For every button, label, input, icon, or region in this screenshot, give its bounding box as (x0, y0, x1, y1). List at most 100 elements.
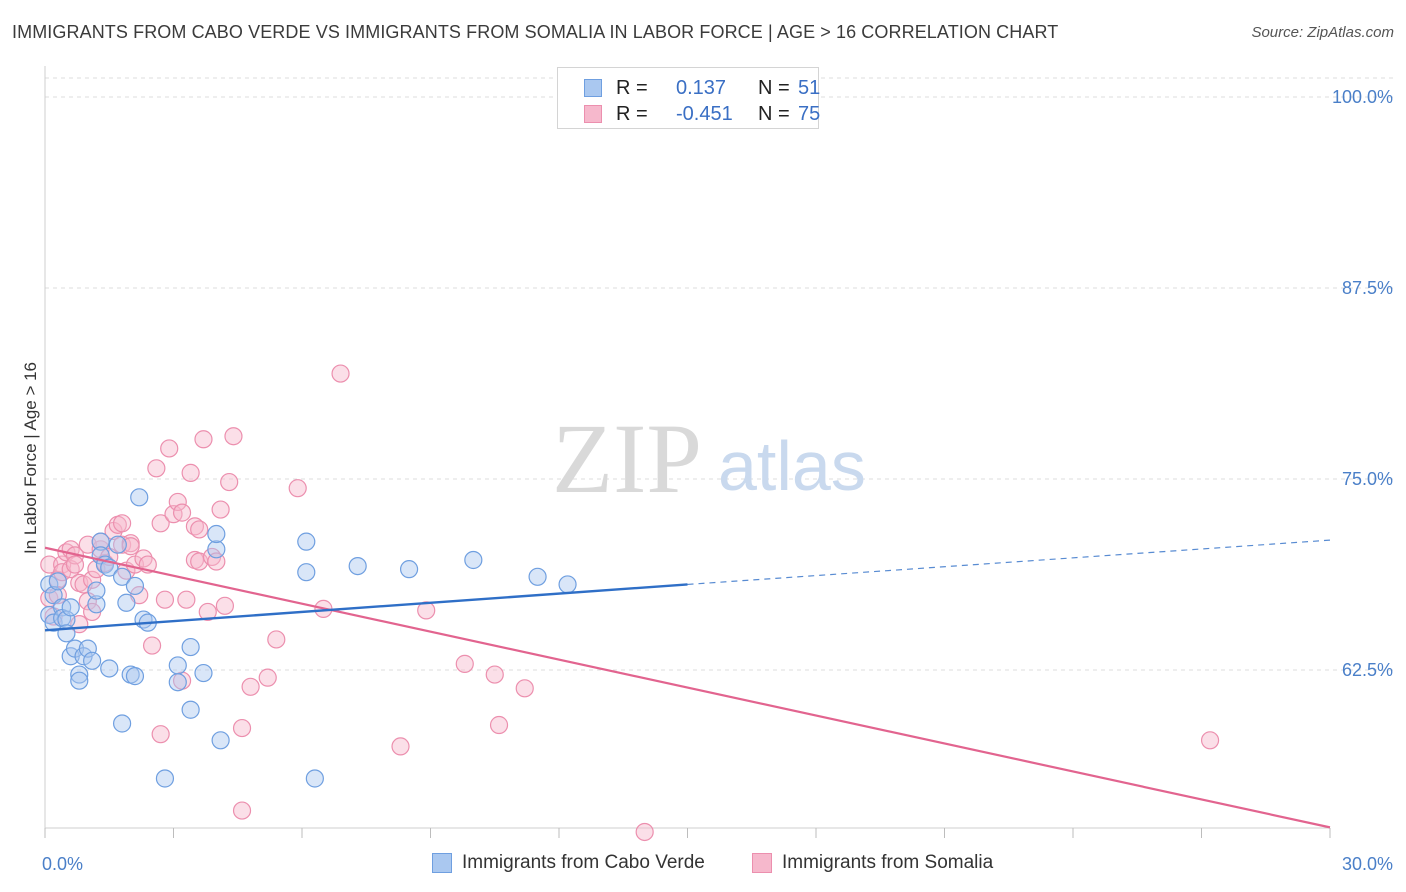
data-point-cabo-verde (168, 673, 187, 692)
x-tick-label: 0.0% (42, 854, 83, 874)
data-point-cabo-verde (125, 667, 145, 686)
data-point-somalia (220, 472, 239, 492)
legend-swatch-pink (584, 105, 602, 123)
data-point-somalia (485, 665, 504, 684)
legend-n-label: N = (758, 76, 790, 99)
data-point-somalia (232, 718, 252, 738)
legend-r-label: R = (616, 76, 648, 99)
legend-swatch-blue (432, 853, 452, 873)
data-point-cabo-verde (155, 769, 175, 788)
trend-line-cabo-verde-extension (687, 539, 1331, 586)
y-tick-label: 75.0% (1342, 469, 1393, 489)
data-point-somalia (181, 463, 200, 482)
data-point-cabo-verde (130, 488, 149, 507)
data-point-cabo-verde (112, 567, 132, 586)
data-point-cabo-verde (181, 700, 200, 719)
trend-line-cabo-verde (44, 583, 688, 632)
data-point-somalia (391, 737, 410, 756)
data-point-cabo-verde (528, 567, 547, 586)
data-point-somalia (1200, 731, 1220, 750)
data-point-cabo-verde (112, 714, 132, 733)
data-point-somalia (215, 596, 234, 615)
source-label: Source: ZipAtlas.com (1251, 24, 1394, 41)
data-point-cabo-verde (100, 659, 119, 678)
data-point-cabo-verde (305, 769, 324, 788)
chart-title: IMMIGRANTS FROM CABO VERDE VS IMMIGRANTS… (12, 22, 1059, 42)
data-point-somalia (151, 514, 170, 533)
data-point-somalia (194, 430, 213, 449)
data-point-cabo-verde (83, 651, 102, 670)
y-axis-label: In Labor Force | Age > 16 (21, 362, 40, 554)
data-point-cabo-verde (87, 581, 106, 600)
y-tick-label: 87.5% (1342, 278, 1393, 298)
data-point-somalia (65, 555, 85, 574)
watermark-zip: ZIP (552, 403, 702, 514)
data-point-somalia (190, 520, 209, 539)
data-point-somalia (232, 801, 252, 820)
data-point-cabo-verde (399, 560, 419, 579)
data-point-cabo-verde (168, 656, 187, 675)
watermark: ZIP atlas (552, 403, 866, 514)
data-point-cabo-verde (70, 665, 89, 684)
data-point-somalia (160, 439, 179, 458)
data-point-cabo-verde (207, 540, 226, 559)
data-point-somalia (288, 479, 307, 498)
data-point-somalia (142, 636, 162, 655)
data-point-somalia (198, 602, 217, 622)
y-tick-label: 100.0% (1332, 87, 1393, 107)
watermark-atlas: atlas (718, 427, 866, 505)
legend-item-somalia[interactable]: Immigrants from Somalia (752, 852, 993, 874)
data-point-somalia (331, 364, 350, 383)
legend-n-value: 51 (798, 76, 821, 99)
series-somalia (40, 364, 1220, 842)
legend-item-cabo-verde[interactable]: Immigrants from Cabo Verde (432, 852, 705, 874)
trend-line-somalia (44, 546, 1331, 829)
data-point-somalia (258, 668, 277, 687)
legend-n-value: 75 (798, 102, 821, 125)
bottom-legend: Immigrants from Cabo Verde Immigrants fr… (0, 852, 1406, 878)
data-point-cabo-verde (211, 731, 230, 750)
x-tick-labels: 0.0% 30.0% (42, 854, 1393, 874)
legend-r-label: R = (616, 102, 648, 125)
data-point-somalia (172, 503, 192, 522)
data-point-cabo-verde (297, 563, 316, 582)
data-point-somalia (224, 427, 243, 446)
data-point-cabo-verde (108, 535, 127, 554)
legend-r-value: -0.451 (676, 102, 733, 125)
data-point-cabo-verde (70, 671, 89, 690)
gridlines (45, 77, 1395, 671)
legend-label-cabo-verde: Immigrants from Cabo Verde (462, 852, 705, 873)
axes (44, 66, 1331, 838)
data-point-somalia (112, 514, 132, 533)
legend-r-value: 0.137 (676, 76, 727, 99)
data-point-somalia (147, 459, 166, 478)
data-point-somalia (489, 715, 509, 735)
series-cabo-verde (40, 488, 577, 788)
legend-label-somalia: Immigrants from Somalia (782, 852, 994, 873)
legend-swatch-blue (584, 79, 602, 97)
y-tick-label: 62.5% (1342, 660, 1393, 680)
data-point-somalia (455, 654, 474, 673)
data-point-cabo-verde (91, 532, 110, 551)
data-point-somalia (211, 500, 230, 519)
data-point-somalia (267, 630, 286, 649)
data-point-somalia (151, 725, 170, 744)
y-tick-labels: 100.0% 87.5% 75.0% 62.5% (1332, 87, 1393, 680)
data-point-cabo-verde (87, 595, 106, 614)
trend-lines (44, 539, 1331, 829)
data-point-cabo-verde (348, 556, 367, 576)
data-point-somalia (635, 822, 654, 842)
data-point-cabo-verde (558, 575, 577, 594)
data-point-cabo-verde (48, 572, 67, 591)
stats-legend: R = 0.137 N = 51 R = -0.451 N = 75 (557, 67, 821, 129)
legend-swatch-pink (752, 853, 772, 873)
data-point-somalia (168, 492, 187, 512)
data-point-somalia (83, 570, 102, 589)
legend-n-label: N = (758, 102, 790, 125)
data-point-cabo-verde (117, 593, 136, 612)
data-point-cabo-verde (125, 576, 145, 596)
data-point-somalia (241, 677, 260, 696)
data-point-somalia (155, 590, 175, 609)
data-point-cabo-verde (194, 663, 213, 683)
